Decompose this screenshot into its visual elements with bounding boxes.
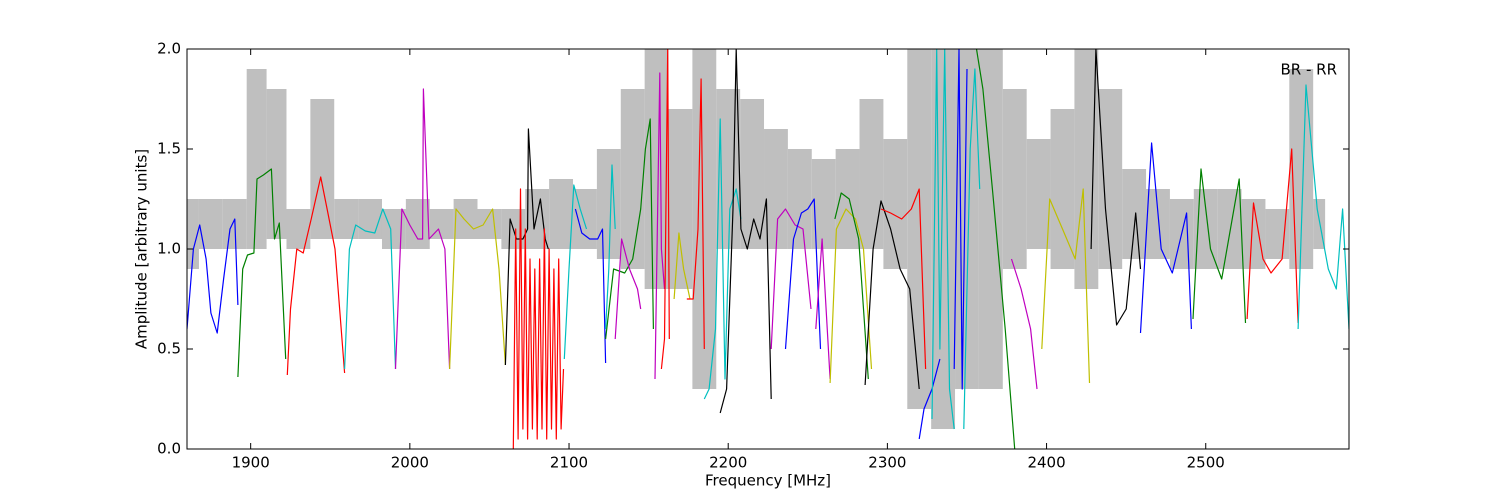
envelope-band: [1026, 139, 1051, 249]
envelope-band: [334, 199, 359, 239]
spectrum-line: [975, 49, 1016, 449]
spectrum-line: [719, 49, 772, 414]
spectrum-line: [237, 168, 287, 378]
envelope-band: [573, 189, 597, 249]
envelope-band: [310, 99, 335, 239]
spectrum-line: [784, 198, 822, 350]
y-tick-label: 0.0: [157, 440, 181, 458]
x-tick-label: 2300: [868, 454, 906, 472]
spectrum-line: [880, 188, 927, 370]
envelope-band: [1074, 49, 1099, 289]
spectrum-line: [574, 208, 607, 364]
spectrum-line: [686, 78, 705, 350]
spectrum-line: [344, 208, 397, 370]
spectrum-line: [286, 176, 346, 376]
envelope-band: [358, 199, 382, 239]
envelope-band: [525, 189, 550, 249]
spectrum-line: [673, 232, 691, 300]
spectrum-line: [829, 208, 873, 384]
spectrum-line: [1041, 188, 1091, 384]
spectrum-line: [614, 238, 642, 340]
x-tick-label: 2200: [709, 454, 747, 472]
y-tick-label: 2.0: [157, 40, 181, 58]
y-tick-label: 1.0: [157, 240, 181, 258]
envelope-band: [1098, 89, 1123, 269]
y-tick-label: 0.5: [157, 340, 181, 358]
spectrum-line: [449, 208, 506, 370]
spectrum-line: [394, 88, 451, 370]
x-tick-label: 2000: [391, 454, 429, 472]
envelope-band: [644, 49, 669, 289]
envelope-band: [1289, 69, 1314, 269]
annotation: BR - RR: [1280, 61, 1337, 79]
spectrum-line: [834, 192, 869, 380]
spectrum-line: [703, 118, 742, 400]
envelope-band: [835, 149, 860, 249]
envelope-band: [1241, 199, 1266, 269]
spectrum-line: [1246, 148, 1299, 324]
envelope-band: [453, 199, 478, 239]
envelope-band: [1146, 189, 1170, 259]
spectrum-line: [1090, 49, 1142, 326]
envelope-band: [859, 99, 884, 249]
envelope-band: [549, 179, 574, 249]
spectrum-line: [605, 164, 616, 330]
envelope-band: [907, 49, 932, 409]
envelope-band: [740, 99, 765, 249]
spectrum-line: [563, 184, 588, 360]
spectrum-line: [1192, 168, 1247, 324]
envelope-band: [286, 209, 311, 249]
envelope-band: [1193, 189, 1218, 269]
envelope-band: [883, 139, 908, 269]
envelope-band: [187, 199, 199, 269]
envelope-band: [381, 209, 406, 249]
plot-area: [187, 49, 1349, 449]
y-axis-label: Amplitude [arbitrary units]: [133, 149, 151, 349]
spectrum-line: [770, 208, 812, 350]
x-tick-label: 2400: [1027, 454, 1065, 472]
spectrum-line: [918, 358, 941, 440]
envelope-band: [198, 199, 223, 249]
spectrum-line: [931, 49, 955, 430]
envelope-band: [692, 49, 717, 389]
envelope-band: [787, 149, 812, 249]
envelope-band: [266, 89, 287, 239]
envelope-band: [668, 109, 693, 289]
spectrum-line: [504, 128, 549, 366]
envelope-band: [1050, 109, 1075, 269]
spectrum-line: [864, 200, 920, 390]
envelope-band: [1122, 169, 1147, 259]
spectrum-line: [660, 49, 670, 370]
envelope-band: [1002, 89, 1027, 269]
y-tick-label: 1.5: [157, 140, 181, 158]
envelope-band: [246, 69, 267, 249]
spectrum-line: [654, 72, 666, 380]
x-tick-label: 2500: [1187, 454, 1225, 472]
spectrum-line: [953, 49, 968, 390]
spectrum-line: [1297, 84, 1349, 330]
spectrum-line: [605, 118, 654, 340]
envelope-band: [620, 89, 645, 269]
spectrum-line: [815, 238, 831, 380]
spectrum-line: [1139, 142, 1192, 334]
envelope-band: [811, 159, 836, 249]
envelope-band: [405, 199, 430, 249]
envelope-band: [716, 89, 741, 249]
x-tick-label: 1900: [232, 454, 270, 472]
spectrum-line: [187, 218, 239, 334]
x-axis-label: Frequency [MHz]: [705, 472, 831, 490]
envelope-band: [596, 149, 621, 259]
envelope-band: [1217, 189, 1242, 269]
spectrum-line: [1010, 258, 1038, 390]
x-tick-label: 2100: [550, 454, 588, 472]
spectrum-line: [963, 68, 981, 430]
spectrum-line: [512, 188, 565, 449]
envelope-band: [1313, 199, 1326, 249]
envelope-band: [978, 49, 1003, 389]
envelope-band: [764, 129, 788, 249]
